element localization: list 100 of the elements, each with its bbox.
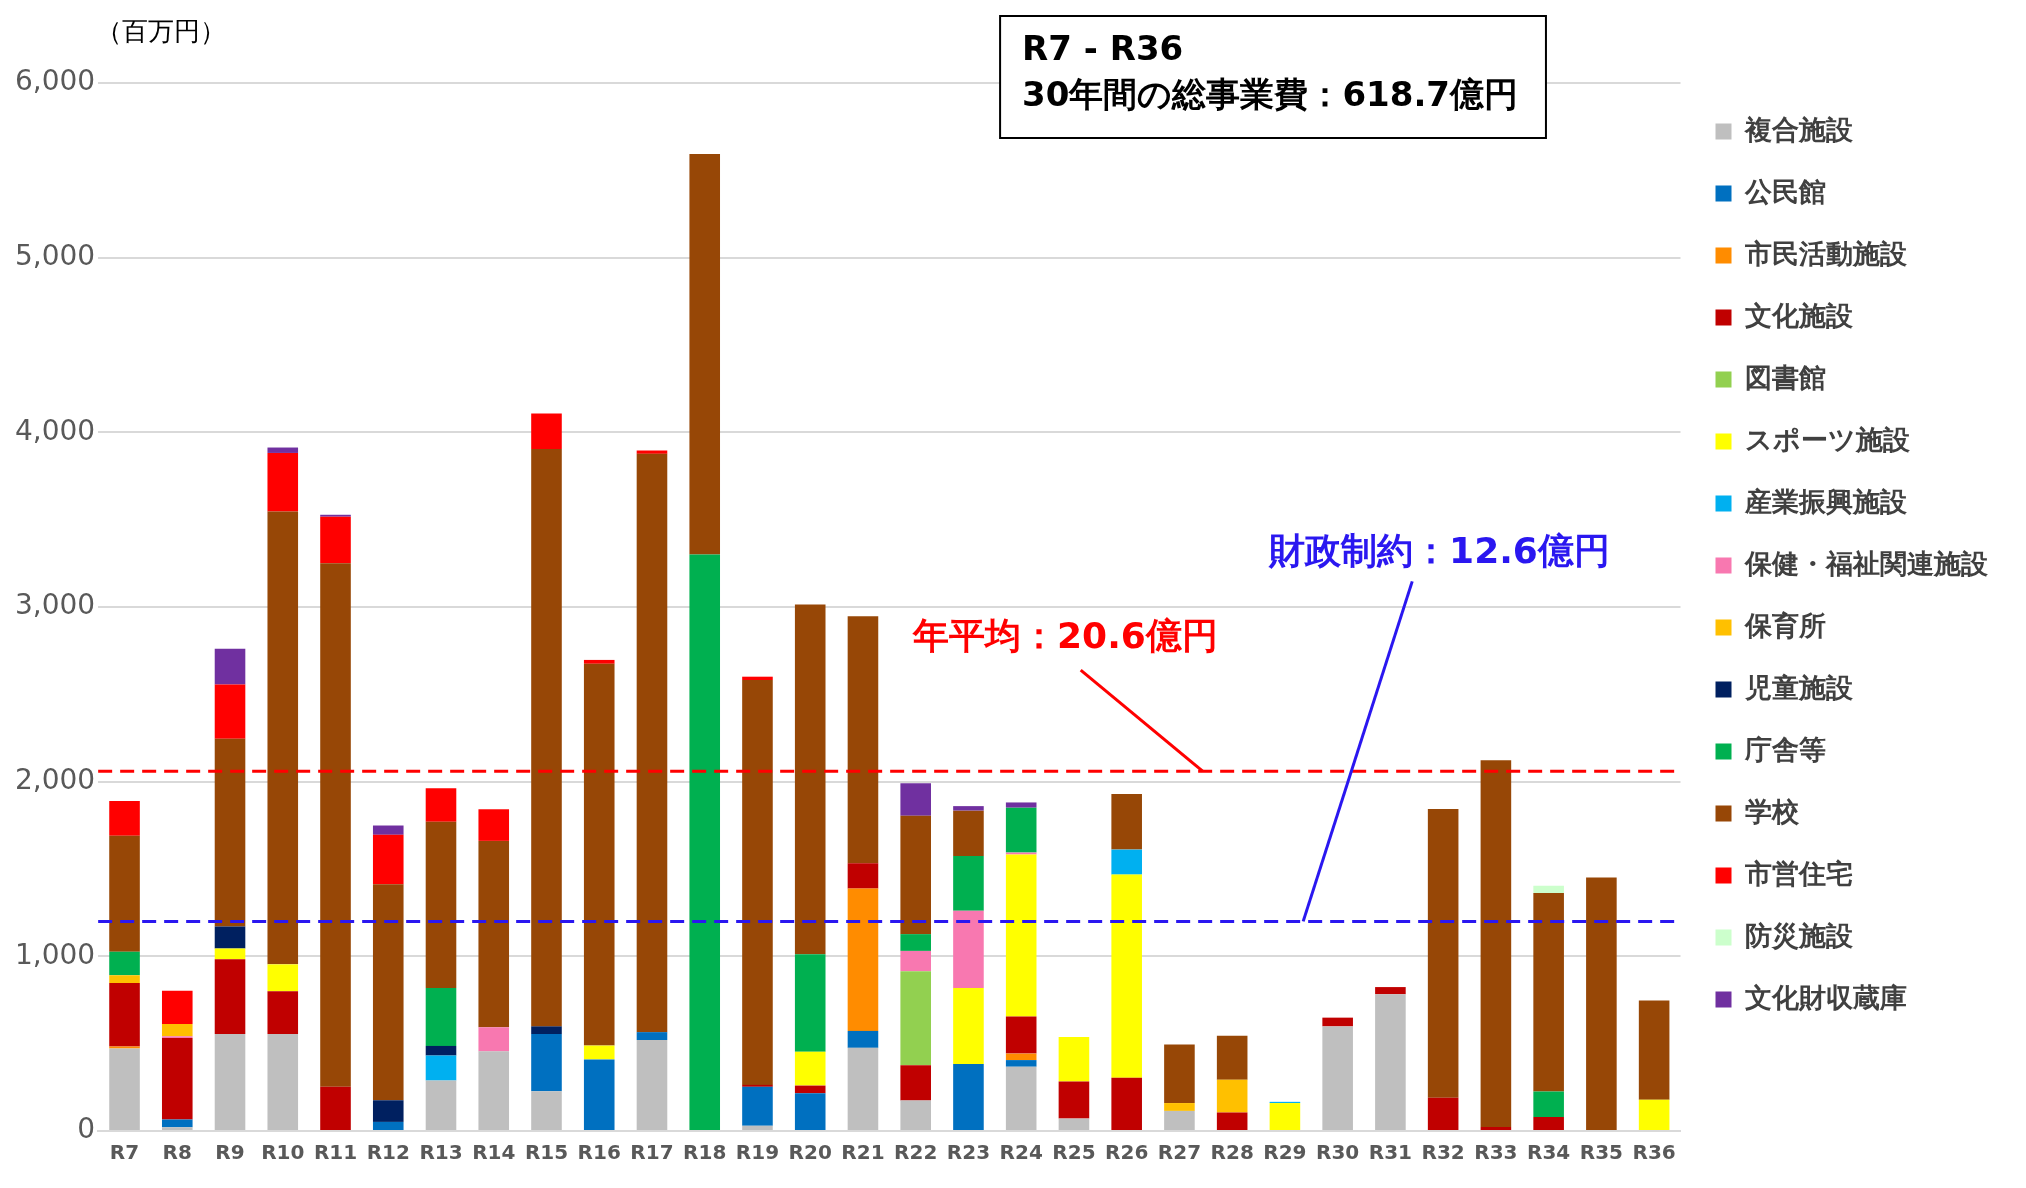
- bar: [742, 676, 773, 681]
- bar: [794, 1051, 826, 1086]
- bar: [161, 1023, 193, 1037]
- bar: [900, 934, 931, 951]
- legend-label: 学校: [1745, 795, 1800, 827]
- bar: [900, 1100, 931, 1130]
- bar: [372, 884, 404, 1101]
- bar: [583, 659, 615, 664]
- bar: [1111, 794, 1142, 850]
- bar: [161, 1037, 193, 1120]
- bar: [847, 1047, 879, 1130]
- bar: [794, 1085, 826, 1094]
- bar: [109, 835, 140, 952]
- bar: [1322, 1017, 1353, 1027]
- bar: [372, 1121, 404, 1130]
- x-tick-label: R14: [472, 1140, 516, 1165]
- x-tick-label: R35: [1579, 1140, 1623, 1165]
- bar: [372, 834, 404, 885]
- ref-line-label: 財政制約：12.6億円: [1268, 529, 1610, 571]
- legend-label: 文化施設: [1745, 299, 1854, 331]
- bar: [742, 1086, 773, 1126]
- bar: [1480, 760, 1512, 1127]
- bar: [794, 604, 826, 955]
- y-tick-label: 2,000: [14, 762, 96, 796]
- bar: [531, 413, 562, 450]
- bar: [531, 1034, 562, 1092]
- bar: [1533, 885, 1564, 893]
- bar: [953, 987, 984, 1065]
- bar: [320, 563, 351, 1087]
- bar: [161, 1127, 193, 1130]
- x-tick-label: R30: [1316, 1140, 1360, 1165]
- x-tick-label: R29: [1263, 1140, 1307, 1165]
- bar: [847, 863, 879, 889]
- bar: [1005, 1016, 1037, 1054]
- bar: [1111, 874, 1142, 1078]
- bar: [847, 1030, 879, 1048]
- bar: [1058, 1118, 1090, 1130]
- x-tick-label: R8: [162, 1140, 192, 1165]
- bar: [1427, 1097, 1459, 1130]
- bar: [214, 926, 246, 949]
- x-tick-label: R23: [946, 1140, 991, 1165]
- bar: [531, 1026, 562, 1035]
- ref-line-label: 年平均：20.6億円: [912, 614, 1218, 656]
- legend-label: スポーツ施設: [1745, 423, 1911, 455]
- bar: [1269, 1103, 1301, 1130]
- legend-label: 文化財収蔵庫: [1745, 981, 1907, 1013]
- bar: [1427, 808, 1459, 1098]
- bar: [109, 975, 140, 984]
- bar: [900, 815, 931, 935]
- bar: [1216, 1112, 1248, 1130]
- x-tick-label: R36: [1632, 1140, 1676, 1165]
- bar: [531, 1091, 562, 1130]
- bar: [1164, 1110, 1195, 1130]
- bar: [583, 663, 615, 1046]
- bar: [847, 616, 879, 864]
- bar: [1005, 1066, 1037, 1130]
- bar: [372, 1100, 404, 1122]
- x-tick-label: R15: [524, 1140, 569, 1165]
- x-tick-label: R33: [1474, 1140, 1518, 1165]
- legend-label: 産業振興施設: [1744, 485, 1908, 517]
- x-tick-label: R11: [313, 1140, 358, 1165]
- y-tick-label: 4,000: [14, 413, 96, 447]
- y-tick-label: 5,000: [14, 238, 96, 272]
- bar: [1533, 1091, 1564, 1118]
- bar: [1533, 892, 1564, 1092]
- bar: [1480, 1126, 1512, 1130]
- bar: [794, 1093, 826, 1130]
- legend-label: 公民館: [1744, 175, 1826, 207]
- bar: [1111, 1077, 1142, 1130]
- legend-label: 保健・福祉関連施設: [1744, 547, 1989, 579]
- bar: [267, 1034, 299, 1130]
- bar: [583, 1059, 615, 1130]
- bar: [1164, 1044, 1195, 1104]
- annotation: R7 - R36 30年間の総事業費：618.7億円: [1022, 27, 1518, 114]
- bar: [636, 1040, 668, 1130]
- bar: [1058, 1081, 1090, 1119]
- bar: [847, 888, 879, 1031]
- bar: [531, 449, 562, 1027]
- bar: [320, 1086, 351, 1130]
- bar: [1533, 1117, 1564, 1130]
- bar: [1375, 987, 1406, 995]
- bar: [900, 971, 931, 1066]
- bar: [689, 154, 721, 555]
- x-tick-label: R20: [788, 1140, 832, 1165]
- bar: [1005, 854, 1037, 1017]
- y-tick-label: 6,000: [14, 64, 96, 98]
- bar: [1005, 802, 1037, 808]
- legend-label: 図書館: [1745, 361, 1826, 393]
- bar: [425, 987, 457, 1046]
- bar: [109, 983, 140, 1047]
- bar: [214, 684, 246, 739]
- x-tick-label: R27: [1157, 1140, 1202, 1165]
- x-tick-label: R24: [999, 1140, 1043, 1165]
- x-tick-label: R10: [261, 1140, 305, 1165]
- bar: [953, 910, 984, 988]
- legend-label: 児童施設: [1744, 671, 1854, 703]
- x-tick-label: R25: [1052, 1140, 1096, 1165]
- x-tick-label: R18: [683, 1140, 727, 1165]
- bar: [953, 856, 984, 911]
- x-tick-label: R9: [215, 1140, 245, 1165]
